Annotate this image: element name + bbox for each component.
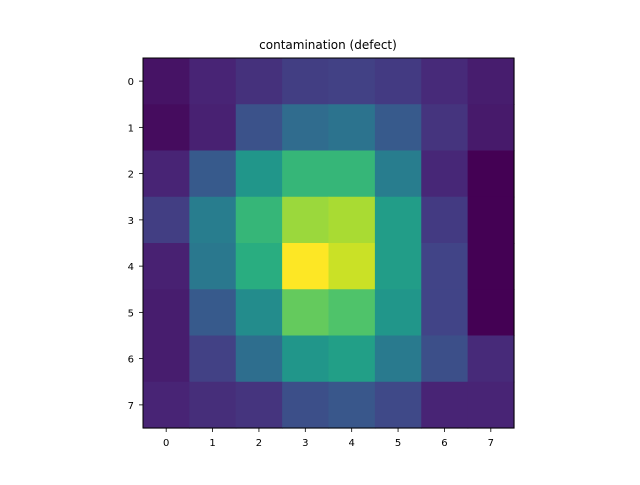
x-tick-label: 5: [395, 438, 401, 449]
heatmap-cell-r7-c4: [328, 381, 376, 429]
heatmap-cell-r4-c6: [421, 243, 469, 290]
heatmap-cell-r5-c2: [235, 289, 283, 337]
heatmap-cell-r5-c5: [374, 289, 422, 337]
heatmap-cell-r3-c6: [421, 196, 469, 244]
heatmap-cell-r2-c1: [189, 150, 237, 198]
y-tick-label: 2: [128, 170, 134, 181]
heatmap-cell-r7-c1: [189, 381, 237, 429]
heatmap-cell-r2-c2: [235, 150, 283, 198]
x-tick-label: 6: [441, 438, 447, 449]
heatmap-cell-r1-c1: [189, 104, 237, 152]
heatmap-cell-r6-c5: [374, 335, 422, 383]
heatmap-cell-r0-c7: [467, 58, 515, 105]
heatmap-cells: [143, 58, 515, 429]
heatmap-cell-r1-c2: [235, 104, 283, 152]
heatmap-cell-r5-c6: [421, 289, 469, 337]
heatmap-cell-r5-c0: [143, 289, 190, 337]
heatmap-cell-r1-c0: [143, 104, 190, 152]
heatmap-cell-r0-c6: [421, 58, 469, 105]
heatmap-cell-r3-c7: [467, 196, 515, 244]
y-tick-label: 7: [128, 401, 134, 412]
heatmap-cell-r4-c4: [328, 243, 376, 290]
heatmap-cell-r2-c3: [282, 150, 330, 198]
y-tick-label: 1: [128, 123, 134, 134]
heatmap-cell-r7-c6: [421, 381, 469, 429]
heatmap-cell-r6-c1: [189, 335, 237, 383]
x-tick-label: 1: [209, 438, 215, 449]
heatmap-cell-r4-c5: [374, 243, 422, 290]
y-tick-label: 5: [128, 308, 134, 319]
heatmap-cell-r1-c7: [467, 104, 515, 152]
heatmap-cell-r7-c2: [235, 381, 283, 429]
heatmap-cell-r2-c7: [467, 150, 515, 198]
heatmap-cell-r5-c4: [328, 289, 376, 337]
heatmap-cell-r7-c7: [467, 381, 515, 429]
heatmap-cell-r0-c4: [328, 58, 376, 105]
x-tick-label: 2: [256, 438, 262, 449]
heatmap-cell-r2-c4: [328, 150, 376, 198]
heatmap-cell-r3-c5: [374, 196, 422, 244]
chart-title: contamination (defect): [259, 38, 397, 52]
heatmap-cell-r6-c4: [328, 335, 376, 383]
heatmap-cell-r0-c3: [282, 58, 330, 105]
x-tick-label: 4: [349, 438, 355, 449]
heatmap-cell-r4-c0: [143, 243, 190, 290]
heatmap-cell-r4-c7: [467, 243, 515, 290]
y-tick-label: 4: [128, 262, 134, 273]
heatmap-cell-r7-c3: [282, 381, 330, 429]
heatmap-cell-r0-c5: [374, 58, 422, 105]
heatmap-cell-r2-c0: [143, 150, 190, 198]
heatmap-cell-r4-c3: [282, 243, 330, 290]
heatmap-cell-r1-c6: [421, 104, 469, 152]
y-tick-label: 3: [128, 216, 134, 227]
heatmap-cell-r6-c6: [421, 335, 469, 383]
heatmap-cell-r5-c3: [282, 289, 330, 337]
heatmap-cell-r1-c5: [374, 104, 422, 152]
y-axis: 0 1 2 3 4 5 6 7: [128, 77, 143, 412]
heatmap-cell-r0-c0: [143, 58, 190, 105]
heatmap-cell-r1-c4: [328, 104, 376, 152]
heatmap-cell-r3-c0: [143, 196, 190, 244]
x-axis: 0 1 2 3 4 5 6 7: [163, 428, 494, 449]
heatmap-cell-r6-c7: [467, 335, 515, 383]
heatmap-cell-r7-c0: [143, 381, 190, 429]
heatmap-cell-r0-c1: [189, 58, 237, 105]
heatmap-cell-r6-c2: [235, 335, 283, 383]
heatmap-cell-r6-c0: [143, 335, 190, 383]
x-tick-label: 3: [302, 438, 308, 449]
x-tick-label: 0: [163, 438, 169, 449]
y-tick-label: 0: [128, 77, 134, 88]
heatmap-cell-r4-c1: [189, 243, 237, 290]
heatmap-cell-r3-c3: [282, 196, 330, 244]
heatmap-cell-r5-c7: [467, 289, 515, 337]
heatmap-cell-r3-c2: [235, 196, 283, 244]
heatmap-cell-r5-c1: [189, 289, 237, 337]
heatmap-cell-r4-c2: [235, 243, 283, 290]
heatmap-cell-r3-c1: [189, 196, 237, 244]
x-tick-label: 7: [488, 438, 494, 449]
heatmap-cell-r2-c6: [421, 150, 469, 198]
plot-frame: [142, 57, 515, 429]
heatmap-cell-r2-c5: [374, 150, 422, 198]
heatmap-cell-r1-c3: [282, 104, 330, 152]
heatmap-cell-r6-c3: [282, 335, 330, 383]
y-tick-label: 6: [128, 355, 134, 366]
heatmap-cell-r3-c4: [328, 196, 376, 244]
heatmap-cell-r7-c5: [374, 381, 422, 429]
heatmap-cell-r0-c2: [235, 58, 283, 105]
